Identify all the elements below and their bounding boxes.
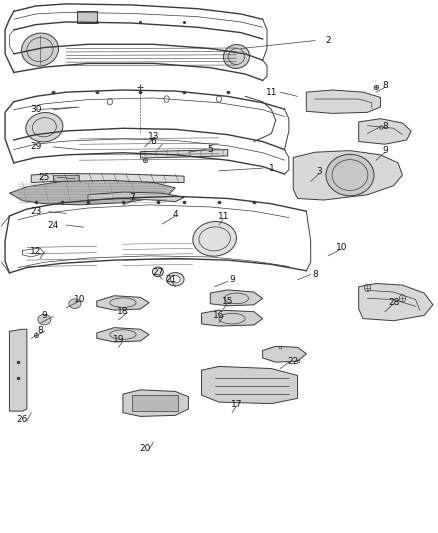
Polygon shape [201,367,297,403]
Ellipse shape [223,45,250,68]
Text: 3: 3 [317,167,322,176]
Text: 22: 22 [288,357,299,366]
Text: 5: 5 [207,145,213,154]
Text: 24: 24 [47,221,59,230]
Text: 21: 21 [165,275,177,284]
Text: 28: 28 [388,298,399,307]
Text: 12: 12 [30,247,41,256]
Text: 20: 20 [139,444,151,453]
Text: 11: 11 [265,87,277,96]
Polygon shape [10,329,27,411]
Text: 8: 8 [37,326,43,335]
Ellipse shape [326,155,374,196]
Bar [53,174,79,181]
Text: 29: 29 [30,142,41,151]
Text: 10: 10 [74,295,85,304]
Text: 9: 9 [42,311,47,320]
Text: 26: 26 [17,415,28,424]
Polygon shape [263,346,306,362]
Text: 2: 2 [325,36,331,45]
Text: 16: 16 [213,311,225,320]
Ellipse shape [166,272,184,286]
Ellipse shape [170,276,180,283]
Polygon shape [141,150,228,158]
Ellipse shape [152,267,163,277]
Text: 7: 7 [129,193,134,202]
Text: 18: 18 [117,307,129,316]
Polygon shape [123,390,188,416]
Text: 30: 30 [30,105,41,114]
Polygon shape [293,151,403,200]
Bar [132,395,177,411]
Ellipse shape [69,299,81,309]
Text: 25: 25 [39,173,50,182]
Text: 4: 4 [173,210,178,219]
Ellipse shape [38,314,51,325]
Text: 19: 19 [113,335,124,344]
Ellipse shape [193,222,237,256]
Polygon shape [201,310,263,326]
Polygon shape [97,296,149,310]
Text: 13: 13 [148,132,159,141]
Ellipse shape [21,33,59,66]
Polygon shape [359,284,433,321]
Polygon shape [10,180,175,205]
Text: 8: 8 [312,270,318,279]
Polygon shape [210,290,263,306]
Text: 15: 15 [222,296,233,305]
Text: 8: 8 [382,122,388,131]
Text: 6: 6 [151,137,156,146]
Text: 9: 9 [382,146,388,155]
Text: 9: 9 [229,275,235,284]
Text: 23: 23 [30,207,41,216]
Polygon shape [31,173,184,182]
Polygon shape [97,328,149,342]
Text: 10: 10 [336,244,347,253]
Text: 11: 11 [218,212,229,221]
Text: 1: 1 [268,164,274,173]
Text: 8: 8 [382,81,388,90]
Polygon shape [359,119,411,144]
Ellipse shape [26,112,63,142]
Polygon shape [306,90,381,114]
Polygon shape [88,192,184,201]
Bar [77,11,97,23]
Text: 27: 27 [152,269,163,277]
Text: 17: 17 [231,400,242,409]
